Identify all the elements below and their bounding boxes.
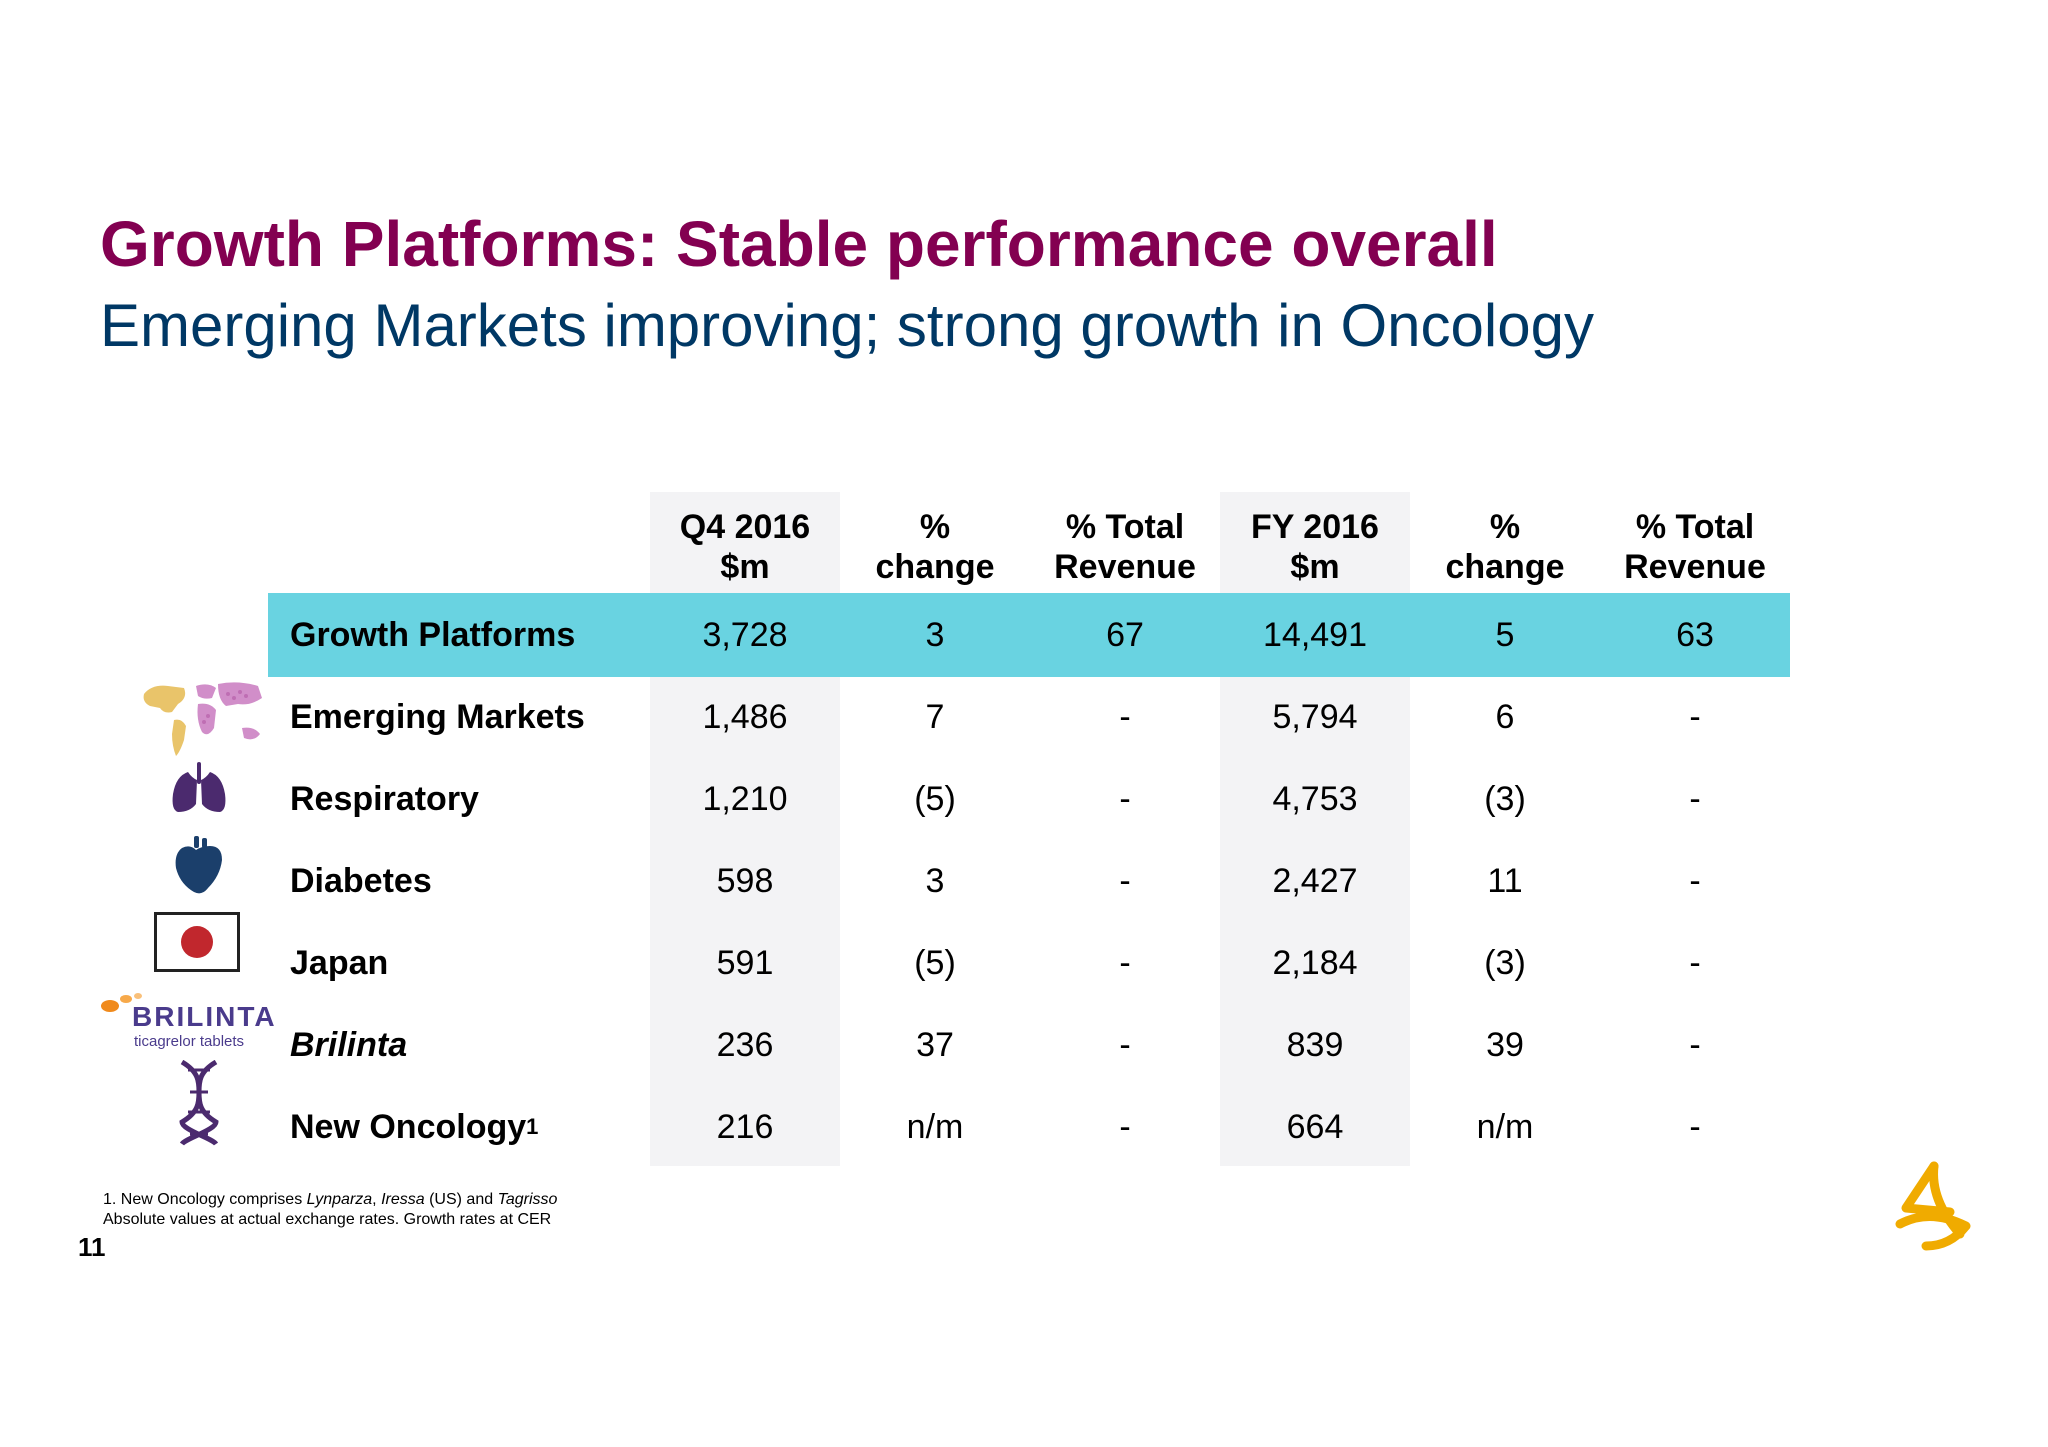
cell-fy-change: n/m <box>1476 1107 1534 1146</box>
cell-q4-value: 591 <box>716 943 774 982</box>
header-line2: change <box>875 548 995 586</box>
header-fy-change: % change <box>1410 502 1600 592</box>
row-label: Emerging Markets <box>290 697 585 736</box>
cell-q4-change: 3 <box>925 861 945 900</box>
cell-fy-value: 839 <box>1286 1025 1344 1064</box>
footnote-line-2: Absolute values at actual exchange rates… <box>103 1211 552 1228</box>
heart-icon <box>175 836 222 894</box>
company-logo-icon <box>1895 1161 1971 1251</box>
header-line1: % Total <box>1065 508 1185 546</box>
table-row-new-oncology: New Oncology 1 216 n/m - 664 n/m - <box>0 1086 2048 1168</box>
cell-q4-value: 3,728 <box>702 615 788 654</box>
row-label-text: New Oncology <box>290 1107 527 1146</box>
footnote-drug-lynparza: Lynparza <box>306 1191 373 1208</box>
cell-q4-value: 236 <box>716 1025 774 1064</box>
footnotes: 1. New Oncology comprises Lynparza, Ires… <box>103 1190 557 1230</box>
footnote-text: (US) and <box>424 1191 498 1208</box>
row-label: Japan <box>290 943 389 982</box>
cell-fy-change: 6 <box>1495 697 1515 736</box>
header-line1: FY 2016 <box>1251 508 1379 546</box>
header-line1: % Total <box>1635 508 1755 546</box>
cell-q4-change: 7 <box>925 697 945 736</box>
cell-fy-total: - <box>1689 943 1701 982</box>
cell-q4-change: 3 <box>925 615 945 654</box>
footnote-marker: 1 <box>526 1114 539 1139</box>
header-line1: % <box>919 508 951 546</box>
dna-icon <box>179 1060 219 1146</box>
header-fy-total-revenue: % Total Revenue <box>1600 502 1790 592</box>
row-label: Brilinta <box>290 1025 408 1064</box>
cell-fy-total: - <box>1689 1107 1701 1146</box>
table-row-japan: Japan 591 (5) - 2,184 (3) - <box>0 922 2048 1004</box>
header-line2: Revenue <box>1624 548 1766 586</box>
brilinta-logo: BRILINTA ticagrelor tablets <box>101 993 277 1050</box>
cell-q4-change: (5) <box>914 943 956 982</box>
cell-q4-value: 1,210 <box>702 779 788 818</box>
japan-flag-icon <box>154 912 240 972</box>
cell-q4-total: 67 <box>1106 615 1144 654</box>
header-q4-2016: Q4 2016 $m <box>650 502 840 592</box>
row-label: New Oncology 1 <box>290 1086 538 1168</box>
lungs-icon <box>172 762 226 812</box>
cell-fy-total: - <box>1689 1025 1701 1064</box>
header-line1: Q4 2016 <box>679 508 811 546</box>
cell-q4-total: - <box>1119 1025 1131 1064</box>
brilinta-logo-wordmark: BRILINTA <box>132 1001 277 1032</box>
cell-fy-change: 5 <box>1495 615 1515 654</box>
cell-fy-total: 63 <box>1676 615 1714 654</box>
brilinta-logo-tagline: ticagrelor tablets <box>134 1033 244 1050</box>
slide-subtitle: Emerging Markets improving; strong growt… <box>100 292 1594 359</box>
world-map-icon <box>143 682 262 756</box>
cell-fy-value: 2,427 <box>1272 861 1358 900</box>
cell-fy-total: - <box>1689 861 1701 900</box>
row-label: Growth Platforms <box>290 615 576 654</box>
header-line2: change <box>1445 548 1565 586</box>
cell-fy-value: 664 <box>1286 1107 1344 1146</box>
header-line2: $m <box>1290 548 1340 586</box>
cell-q4-value: 598 <box>716 861 774 900</box>
table-row-respiratory: Respiratory 1,210 (5) - 4,753 (3) - <box>0 758 2048 840</box>
header-fy-2016: FY 2016 $m <box>1220 502 1410 592</box>
cell-q4-change: (5) <box>914 779 956 818</box>
cell-q4-value: 216 <box>716 1107 774 1146</box>
cell-q4-total: - <box>1119 1107 1131 1146</box>
header-line2: $m <box>720 548 770 586</box>
footnote-drug-iressa: Iressa <box>381 1191 425 1208</box>
footnote-text: 1. New Oncology comprises <box>103 1191 307 1208</box>
table-row-emerging-markets: Emerging Markets 1,486 7 - 5,794 6 - <box>0 676 2048 758</box>
row-label: Respiratory <box>290 779 479 818</box>
cell-q4-total: - <box>1119 697 1131 736</box>
row-label: Diabetes <box>290 861 432 900</box>
header-line2: Revenue <box>1054 548 1196 586</box>
footnote-line-1: 1. New Oncology comprises Lynparza, Ires… <box>103 1190 557 1210</box>
cell-fy-value: 2,184 <box>1272 943 1358 982</box>
table-row-brilinta: Brilinta 236 37 - 839 39 - <box>0 1004 2048 1086</box>
header-line1: % <box>1489 508 1521 546</box>
cell-q4-total: - <box>1119 861 1131 900</box>
cell-q4-change: 37 <box>916 1025 954 1064</box>
cell-fy-change: 39 <box>1486 1025 1524 1064</box>
header-q4-change: % change <box>840 502 1030 592</box>
cell-q4-total: - <box>1119 779 1131 818</box>
slide-title: Growth Platforms: Stable performance ove… <box>100 208 1498 280</box>
cell-q4-value: 1,486 <box>702 697 788 736</box>
cell-fy-total: - <box>1689 779 1701 818</box>
highlight-row-band <box>268 593 1790 677</box>
footnote-drug-tagrisso: Tagrisso <box>497 1191 558 1208</box>
cell-fy-value: 14,491 <box>1263 615 1367 654</box>
page-number: 11 <box>78 1232 106 1262</box>
cell-fy-total: - <box>1689 697 1701 736</box>
table-row-growth-platforms: Growth Platforms 3,728 3 67 14,491 5 63 <box>0 594 2048 676</box>
cell-fy-change: (3) <box>1484 779 1526 818</box>
cell-q4-total: - <box>1119 943 1131 982</box>
header-q4-total-revenue: % Total Revenue <box>1030 502 1220 592</box>
table-row-diabetes: Diabetes 598 3 - 2,427 11 - <box>0 840 2048 922</box>
cell-fy-value: 5,794 <box>1272 697 1358 736</box>
cell-fy-change: (3) <box>1484 943 1526 982</box>
cell-q4-change: n/m <box>906 1107 964 1146</box>
cell-fy-change: 11 <box>1487 861 1523 900</box>
footnote-text: , <box>372 1191 382 1208</box>
cell-fy-value: 4,753 <box>1272 779 1358 818</box>
